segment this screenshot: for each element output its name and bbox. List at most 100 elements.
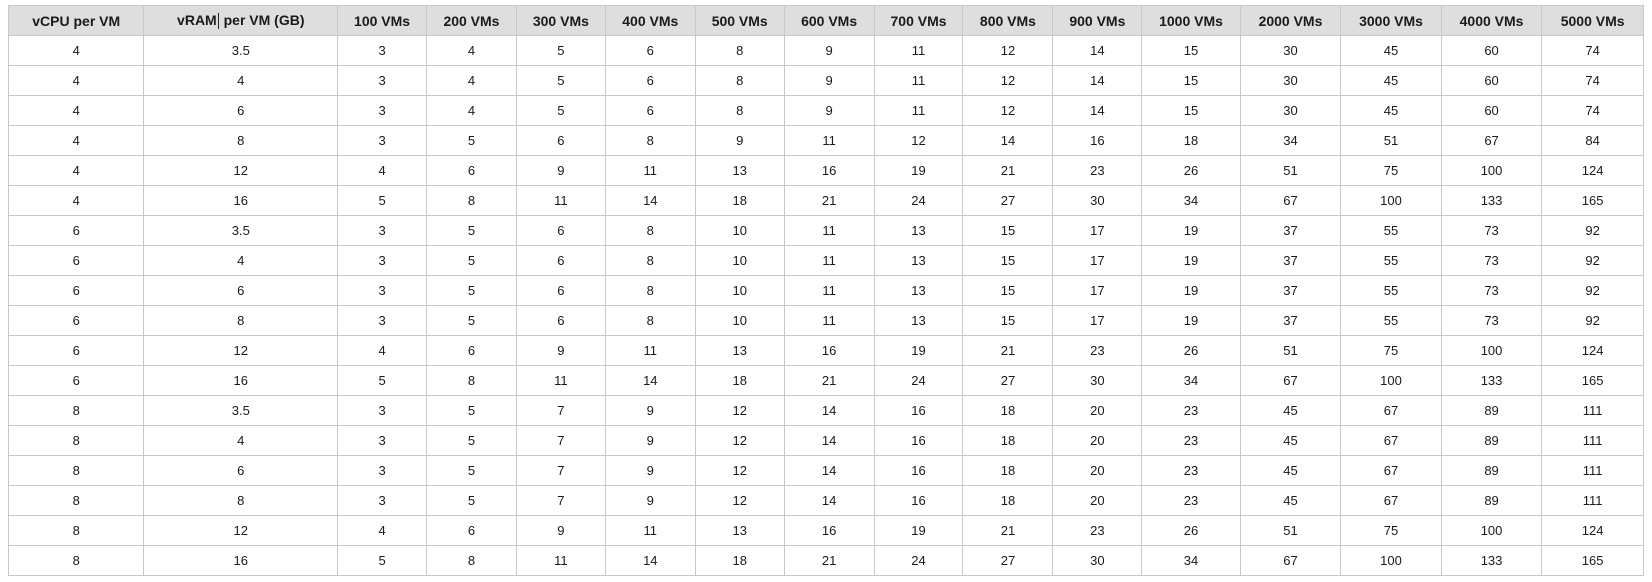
table-cell[interactable]: 11 (604, 515, 696, 546)
table-cell[interactable]: 73 (1440, 305, 1543, 336)
table-cell[interactable]: 5 (337, 185, 427, 216)
table-cell[interactable]: 23 (1141, 395, 1241, 426)
table-cell[interactable]: 4 (7, 155, 145, 186)
column-header[interactable]: vRAM per VM (GB) (143, 5, 339, 36)
table-cell[interactable]: 34 (1141, 545, 1241, 576)
table-cell[interactable]: 100 (1340, 185, 1442, 216)
table-cell[interactable]: 5 (426, 455, 517, 486)
column-header[interactable]: 600 VMs (783, 5, 875, 36)
table-cell[interactable]: 67 (1440, 125, 1543, 156)
table-cell[interactable]: 11 (783, 125, 875, 156)
table-cell[interactable]: 5 (337, 545, 427, 576)
table-cell[interactable]: 6 (604, 95, 696, 126)
table-cell[interactable]: 45 (1239, 485, 1342, 516)
table-cell[interactable]: 23 (1052, 515, 1143, 546)
table-cell[interactable]: 133 (1440, 365, 1543, 396)
table-cell[interactable]: 15 (1141, 95, 1241, 126)
table-cell[interactable]: 67 (1239, 185, 1342, 216)
table-cell[interactable]: 6 (515, 215, 606, 246)
table-cell[interactable]: 6 (515, 245, 606, 276)
table-cell[interactable]: 5 (426, 485, 517, 516)
table-cell[interactable]: 4 (7, 65, 145, 96)
table-cell[interactable]: 5 (426, 215, 517, 246)
table-cell[interactable]: 14 (1052, 35, 1143, 66)
table-cell[interactable]: 4 (7, 185, 145, 216)
table-cell[interactable]: 15 (1141, 65, 1241, 96)
table-cell[interactable]: 10 (694, 275, 785, 306)
table-cell[interactable]: 165 (1541, 185, 1644, 216)
table-cell[interactable]: 13 (873, 215, 964, 246)
table-cell[interactable]: 5 (426, 275, 517, 306)
table-cell[interactable]: 30 (1052, 365, 1143, 396)
table-cell[interactable]: 9 (694, 125, 785, 156)
table-cell[interactable]: 8 (143, 485, 339, 516)
table-cell[interactable]: 11 (873, 95, 964, 126)
table-cell[interactable]: 8 (7, 545, 145, 576)
table-cell[interactable]: 12 (694, 425, 785, 456)
table-cell[interactable]: 55 (1340, 275, 1442, 306)
table-cell[interactable]: 6 (426, 335, 517, 366)
table-cell[interactable]: 100 (1440, 515, 1543, 546)
table-cell[interactable]: 14 (604, 365, 696, 396)
table-cell[interactable]: 37 (1239, 245, 1342, 276)
table-cell[interactable]: 13 (694, 335, 785, 366)
table-cell[interactable]: 6 (515, 305, 606, 336)
table-cell[interactable]: 11 (873, 65, 964, 96)
table-cell[interactable]: 21 (962, 155, 1054, 186)
table-cell[interactable]: 89 (1440, 395, 1543, 426)
table-cell[interactable]: 16 (1052, 125, 1143, 156)
table-cell[interactable]: 4 (426, 35, 517, 66)
table-cell[interactable]: 24 (873, 545, 964, 576)
column-header[interactable]: vCPU per VM (7, 5, 145, 36)
table-cell[interactable]: 124 (1541, 515, 1644, 546)
column-header[interactable]: 2000 VMs (1239, 5, 1342, 36)
table-cell[interactable]: 6 (7, 365, 145, 396)
table-cell[interactable]: 19 (873, 335, 964, 366)
table-cell[interactable]: 8 (143, 305, 339, 336)
table-cell[interactable]: 9 (783, 35, 875, 66)
table-cell[interactable]: 15 (962, 215, 1054, 246)
table-cell[interactable]: 12 (962, 35, 1054, 66)
table-cell[interactable]: 12 (143, 335, 339, 366)
table-cell[interactable]: 6 (7, 245, 145, 276)
column-header[interactable]: 1000 VMs (1141, 5, 1241, 36)
table-cell[interactable]: 9 (604, 455, 696, 486)
table-cell[interactable]: 4 (426, 65, 517, 96)
table-cell[interactable]: 12 (694, 485, 785, 516)
table-cell[interactable]: 124 (1541, 155, 1644, 186)
table-cell[interactable]: 12 (694, 395, 785, 426)
column-header[interactable]: 800 VMs (962, 5, 1054, 36)
table-cell[interactable]: 73 (1440, 275, 1543, 306)
table-cell[interactable]: 3 (337, 485, 427, 516)
table-cell[interactable]: 23 (1141, 425, 1241, 456)
column-header[interactable]: 700 VMs (873, 5, 964, 36)
table-cell[interactable]: 26 (1141, 155, 1241, 186)
table-cell[interactable]: 45 (1340, 95, 1442, 126)
column-header[interactable]: 5000 VMs (1541, 5, 1644, 36)
table-cell[interactable]: 11 (783, 245, 875, 276)
table-cell[interactable]: 24 (873, 365, 964, 396)
table-cell[interactable]: 3.5 (143, 215, 339, 246)
table-cell[interactable]: 73 (1440, 245, 1543, 276)
table-cell[interactable]: 15 (962, 305, 1054, 336)
table-cell[interactable]: 4 (337, 335, 427, 366)
table-cell[interactable]: 4 (143, 65, 339, 96)
table-cell[interactable]: 15 (962, 275, 1054, 306)
table-cell[interactable]: 21 (962, 335, 1054, 366)
table-cell[interactable]: 45 (1340, 35, 1442, 66)
table-cell[interactable]: 6 (515, 275, 606, 306)
table-cell[interactable]: 8 (604, 275, 696, 306)
table-cell[interactable]: 11 (515, 545, 606, 576)
table-cell[interactable]: 4 (337, 515, 427, 546)
table-cell[interactable]: 60 (1440, 65, 1543, 96)
table-cell[interactable]: 7 (515, 455, 606, 486)
column-header[interactable]: 300 VMs (515, 5, 606, 36)
table-cell[interactable]: 23 (1052, 155, 1143, 186)
table-cell[interactable]: 51 (1340, 125, 1442, 156)
table-cell[interactable]: 18 (962, 485, 1054, 516)
table-cell[interactable]: 21 (783, 545, 875, 576)
table-cell[interactable]: 111 (1541, 425, 1644, 456)
table-cell[interactable]: 100 (1440, 155, 1543, 186)
table-cell[interactable]: 37 (1239, 215, 1342, 246)
table-cell[interactable]: 30 (1239, 65, 1342, 96)
